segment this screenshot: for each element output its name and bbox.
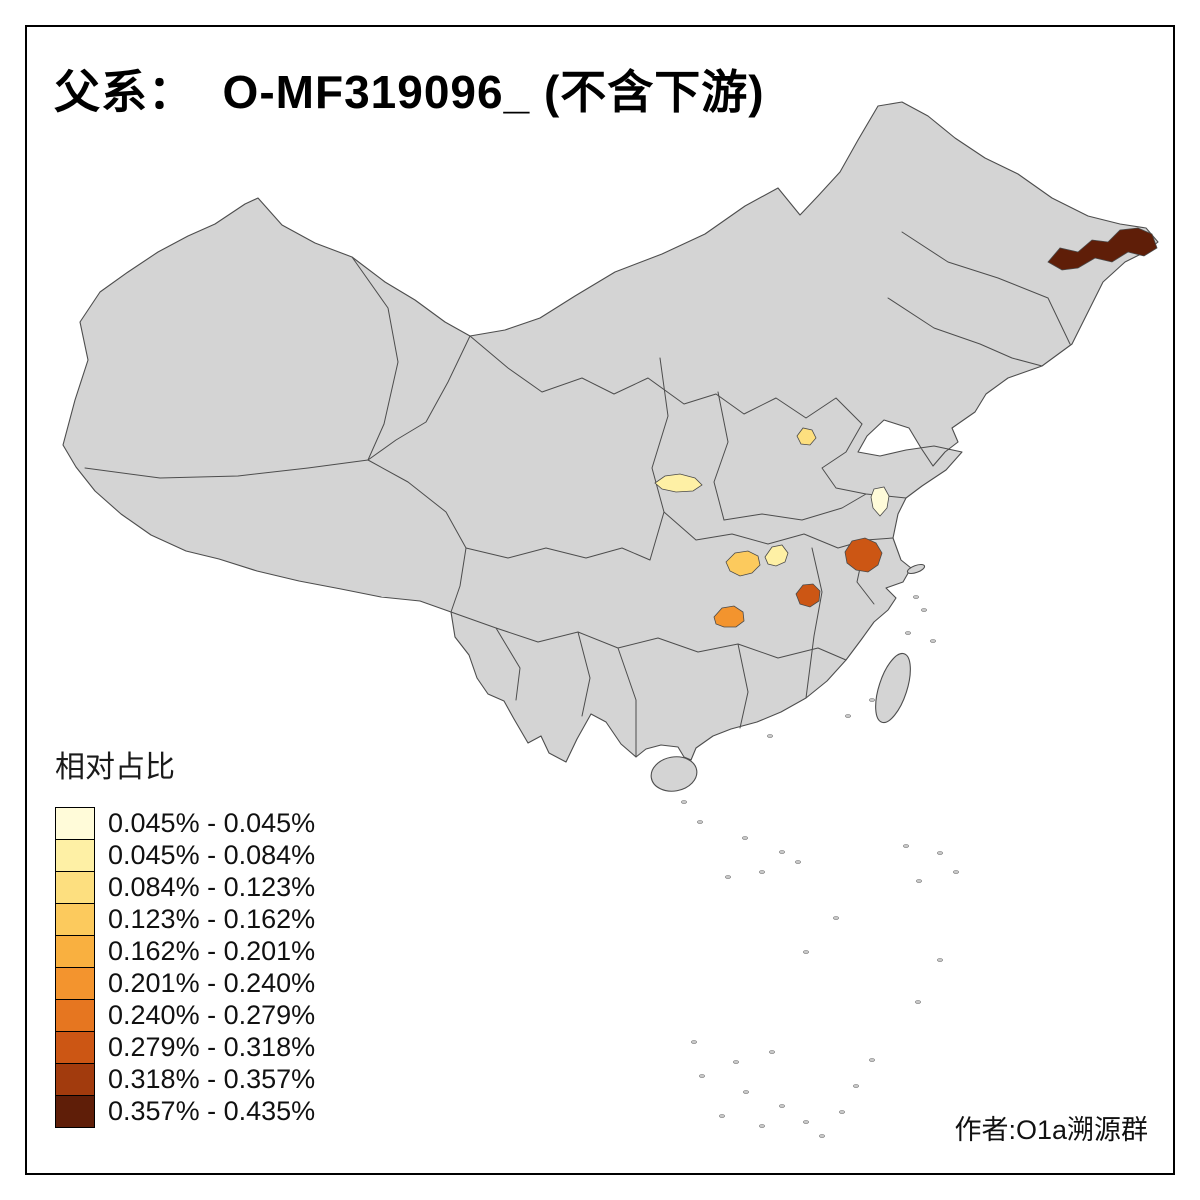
islet xyxy=(795,860,801,864)
china-mainland-shape xyxy=(62,101,1159,763)
legend-row: 0.240% - 0.279% xyxy=(55,999,315,1032)
islet xyxy=(779,850,785,854)
islet xyxy=(930,639,936,643)
legend: 相对占比 0.045% - 0.045% 0.045% - 0.084% 0.084… xyxy=(55,742,315,1128)
legend-row: 0.201% - 0.240% xyxy=(55,967,315,1000)
islet xyxy=(869,1058,875,1062)
page-title: 父系： O-MF319096_ (不含下游) xyxy=(54,66,765,118)
legend-label: 0.318% - 0.357% xyxy=(108,1064,316,1094)
legend-row: 0.279% - 0.318% xyxy=(55,1031,315,1064)
legend-row: 0.045% - 0.045% xyxy=(55,807,315,840)
islet xyxy=(719,1114,725,1118)
islet xyxy=(853,1084,859,1088)
legend-label: 0.162% - 0.201% xyxy=(108,936,316,966)
islet xyxy=(913,595,919,599)
map-region-jiangsu-dark-red: 0.279% - 0.318% xyxy=(844,537,883,573)
islet xyxy=(937,851,943,855)
islet xyxy=(699,1074,705,1078)
legend-swatch xyxy=(55,1063,95,1096)
islet xyxy=(742,836,748,840)
islet xyxy=(845,714,851,718)
legend-row: 0.123% - 0.162% xyxy=(55,903,315,936)
legend-label: 0.357% - 0.435% xyxy=(108,1096,316,1126)
legend-label: 0.279% - 0.318% xyxy=(108,1032,316,1062)
chongming-island xyxy=(906,563,926,575)
legend-row: 0.318% - 0.357% xyxy=(55,1063,315,1096)
province-borders xyxy=(84,231,1071,758)
islet xyxy=(681,800,687,804)
legend-swatch xyxy=(55,807,95,840)
islet xyxy=(803,950,809,954)
islet xyxy=(869,698,875,702)
legend-swatch xyxy=(55,935,95,968)
islet xyxy=(803,1120,809,1124)
islet xyxy=(733,1060,739,1064)
map-region-jiangsu-coast-pale: 0.045% - 0.045% xyxy=(870,486,890,517)
legend-swatch xyxy=(55,1031,95,1064)
legend-swatch xyxy=(55,1095,95,1128)
hainan-island xyxy=(650,756,698,792)
legend-label: 0.123% - 0.162% xyxy=(108,904,316,934)
islet xyxy=(833,916,839,920)
legend-label: 0.201% - 0.240% xyxy=(108,968,316,998)
islet xyxy=(839,1110,845,1114)
legend-row: 0.357% - 0.435% xyxy=(55,1095,315,1128)
islet xyxy=(921,608,927,612)
islet xyxy=(903,844,909,848)
legend-rows: 0.045% - 0.045% 0.045% - 0.084% 0.084% - 0… xyxy=(55,807,315,1128)
author-credit: 作者:O1a溯源群 xyxy=(954,1115,1148,1145)
map-region-hubei-east-pale-yellow: 0.045% - 0.084% xyxy=(764,544,789,567)
legend-title: 相对占比 xyxy=(55,751,175,784)
legend-swatch xyxy=(55,839,95,872)
legend-row: 0.045% - 0.084% xyxy=(55,839,315,872)
sea-islets xyxy=(681,595,959,1138)
islet xyxy=(769,1050,775,1054)
islet xyxy=(759,870,765,874)
map-region-central-plain-cream: 0.045% - 0.084% xyxy=(654,473,703,493)
legend-label: 0.045% - 0.084% xyxy=(108,840,316,870)
legend-row: 0.084% - 0.123% xyxy=(55,871,315,904)
islet xyxy=(725,875,731,879)
islet xyxy=(743,1090,749,1094)
legend-swatch xyxy=(55,999,95,1032)
islet xyxy=(691,1040,697,1044)
islet xyxy=(697,820,703,824)
legend-label: 0.084% - 0.123% xyxy=(108,872,316,902)
islet xyxy=(953,870,959,874)
taiwan-island xyxy=(875,652,911,724)
islet xyxy=(905,631,911,635)
legend-swatch xyxy=(55,903,95,936)
islet xyxy=(915,1000,921,1004)
legend-swatch xyxy=(55,871,95,904)
highlight-regions: 0.357% - 0.435% 0.084% - 0.123% 0.045% - 0… xyxy=(654,227,1158,628)
legend-label: 0.240% - 0.279% xyxy=(108,1000,316,1030)
map-region-shandong-west-small: 0.084% - 0.123% xyxy=(796,427,817,446)
islet xyxy=(819,1134,825,1138)
map-region-hubei-south-red: 0.279% - 0.318% xyxy=(795,583,821,608)
map-region-northeast-heilongjiang-dark: 0.357% - 0.435% xyxy=(1047,227,1158,271)
islet xyxy=(916,879,922,883)
islet xyxy=(937,958,943,962)
map-region-hunan-west-orange: 0.201% - 0.240% xyxy=(713,605,745,628)
map-region-hubei-west-pale-orange: 0.123% - 0.162% xyxy=(725,550,761,577)
islet xyxy=(767,734,773,738)
islet xyxy=(759,1124,765,1128)
legend-row: 0.162% - 0.201% xyxy=(55,935,315,968)
islet xyxy=(779,1104,785,1108)
legend-swatch xyxy=(55,967,95,1000)
legend-label: 0.045% - 0.045% xyxy=(108,808,316,838)
